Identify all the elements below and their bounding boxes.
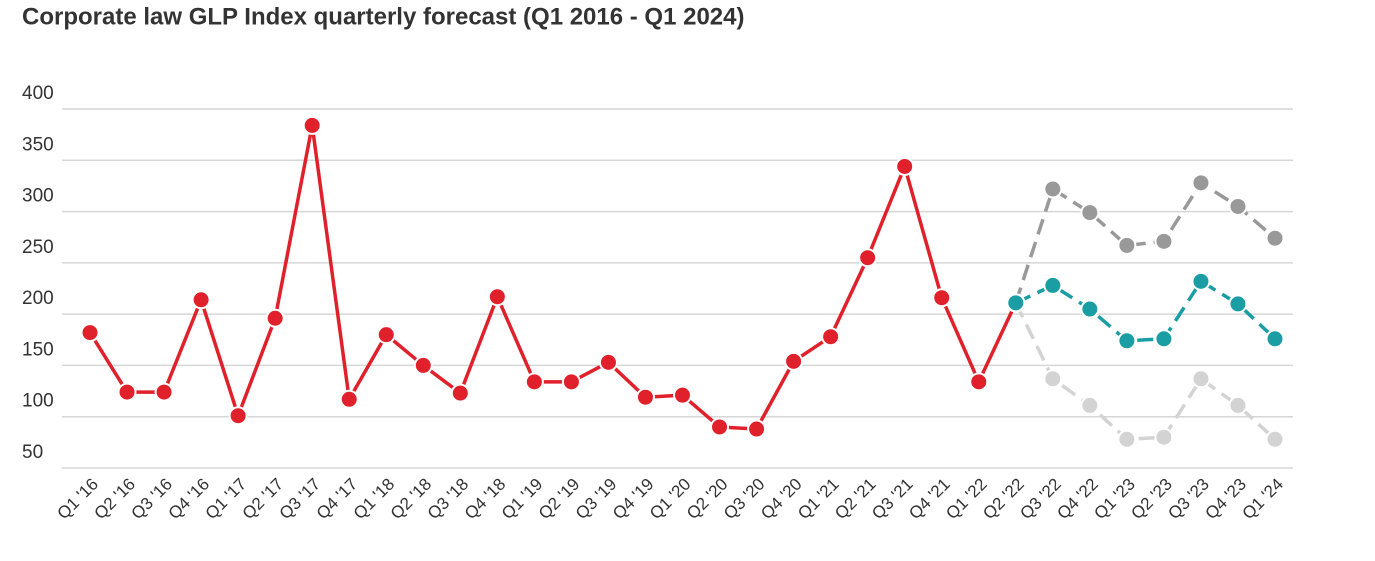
x-tick-label: Q4 '16 (165, 475, 213, 523)
x-tick-label: Q1 '23 (1090, 475, 1138, 523)
data-point (1043, 179, 1063, 199)
data-point (1117, 331, 1137, 351)
x-tick-label: Q2 '19 (535, 475, 583, 523)
data-point (710, 417, 730, 437)
data-point (821, 327, 841, 347)
x-tick-label: Q4 '19 (609, 475, 657, 523)
data-point (1006, 293, 1026, 313)
data-point (895, 156, 915, 176)
data-point (784, 351, 804, 371)
y-tick-label: 300 (22, 186, 54, 207)
data-point (1191, 173, 1211, 193)
y-tick-label: 400 (22, 83, 54, 104)
data-point (1265, 329, 1285, 349)
data-point (265, 308, 285, 328)
x-tick-label: Q2 '21 (831, 475, 879, 523)
data-point (413, 355, 433, 375)
x-tick-label: Q4 '21 (905, 475, 953, 523)
y-tick-label: 200 (22, 288, 54, 309)
data-point (969, 372, 989, 392)
data-point (524, 372, 544, 392)
data-point (1228, 196, 1248, 216)
y-tick-label: 150 (22, 339, 54, 360)
x-tick-label: Q4 '17 (313, 475, 361, 523)
y-tick-label: 50 (22, 442, 43, 463)
data-point (561, 372, 581, 392)
data-point (1154, 427, 1174, 447)
data-point (117, 382, 137, 402)
data-point (1265, 429, 1285, 449)
x-tick-label: Q2 '16 (91, 475, 139, 523)
x-tick-label: Q1 '21 (794, 475, 842, 523)
y-tick-label: 100 (22, 391, 54, 412)
data-point (1080, 299, 1100, 319)
x-tick-label: Q1 '22 (942, 475, 990, 523)
x-tick-label: Q3 '23 (1164, 475, 1212, 523)
data-point (80, 323, 100, 343)
data-point (228, 406, 248, 426)
x-tick-label: Q1 '24 (1239, 475, 1287, 523)
x-tick-label: Q3 '18 (424, 475, 472, 523)
data-point (1154, 329, 1174, 349)
data-point (1154, 231, 1174, 251)
x-tick-label: Q4 '23 (1201, 475, 1249, 523)
x-tick-label: Q2 '18 (387, 475, 435, 523)
x-tick-label: Q1 '18 (350, 475, 398, 523)
data-point (1265, 228, 1285, 248)
data-point (1080, 395, 1100, 415)
data-point (302, 115, 322, 135)
data-point (487, 287, 507, 307)
data-point (339, 389, 359, 409)
data-point (1117, 235, 1137, 255)
y-tick-label: 350 (22, 134, 54, 155)
data-point (1191, 369, 1211, 389)
data-point (1043, 275, 1063, 295)
x-tick-label: Q3 '22 (1016, 475, 1064, 523)
data-point (635, 387, 655, 407)
data-point (673, 385, 692, 405)
data-point (858, 248, 878, 268)
data-point (1117, 429, 1137, 449)
chart-title: Corporate law GLP Index quarterly foreca… (22, 3, 745, 30)
x-tick-label: Q3 '19 (572, 475, 620, 523)
x-tick-label: Q1 '20 (646, 475, 694, 523)
data-point (376, 325, 396, 345)
x-tick-label: Q1 '16 (54, 475, 102, 523)
x-tick-label: Q3 '20 (720, 475, 768, 523)
y-tick-label: 250 (22, 237, 54, 258)
x-tick-label: Q1 '17 (202, 475, 250, 523)
data-point (1191, 271, 1211, 291)
data-point (932, 288, 952, 308)
data-point (450, 383, 470, 403)
x-tick-label: Q2 '17 (239, 475, 287, 523)
x-tick-label: Q4 '20 (757, 475, 805, 523)
x-tick-label: Q4 '22 (1053, 475, 1101, 523)
data-point (154, 382, 174, 402)
series-line (88, 123, 1018, 431)
x-tick-label: Q4 '18 (461, 475, 509, 523)
x-tick-label: Q2 '22 (979, 475, 1027, 523)
data-point (1228, 294, 1248, 314)
data-point (1080, 203, 1100, 223)
x-tick-label: Q1 '19 (498, 475, 546, 523)
data-point (191, 290, 211, 310)
x-tick-label: Q3 '16 (128, 475, 176, 523)
x-tick-label: Q3 '17 (276, 475, 324, 523)
data-point (1043, 369, 1063, 389)
x-tick-label: Q2 '23 (1127, 475, 1175, 523)
data-point (598, 352, 618, 372)
data-point (1228, 395, 1248, 415)
x-tick-label: Q2 '20 (683, 475, 731, 523)
x-tick-label: Q3 '21 (868, 475, 916, 523)
data-point (747, 419, 767, 439)
